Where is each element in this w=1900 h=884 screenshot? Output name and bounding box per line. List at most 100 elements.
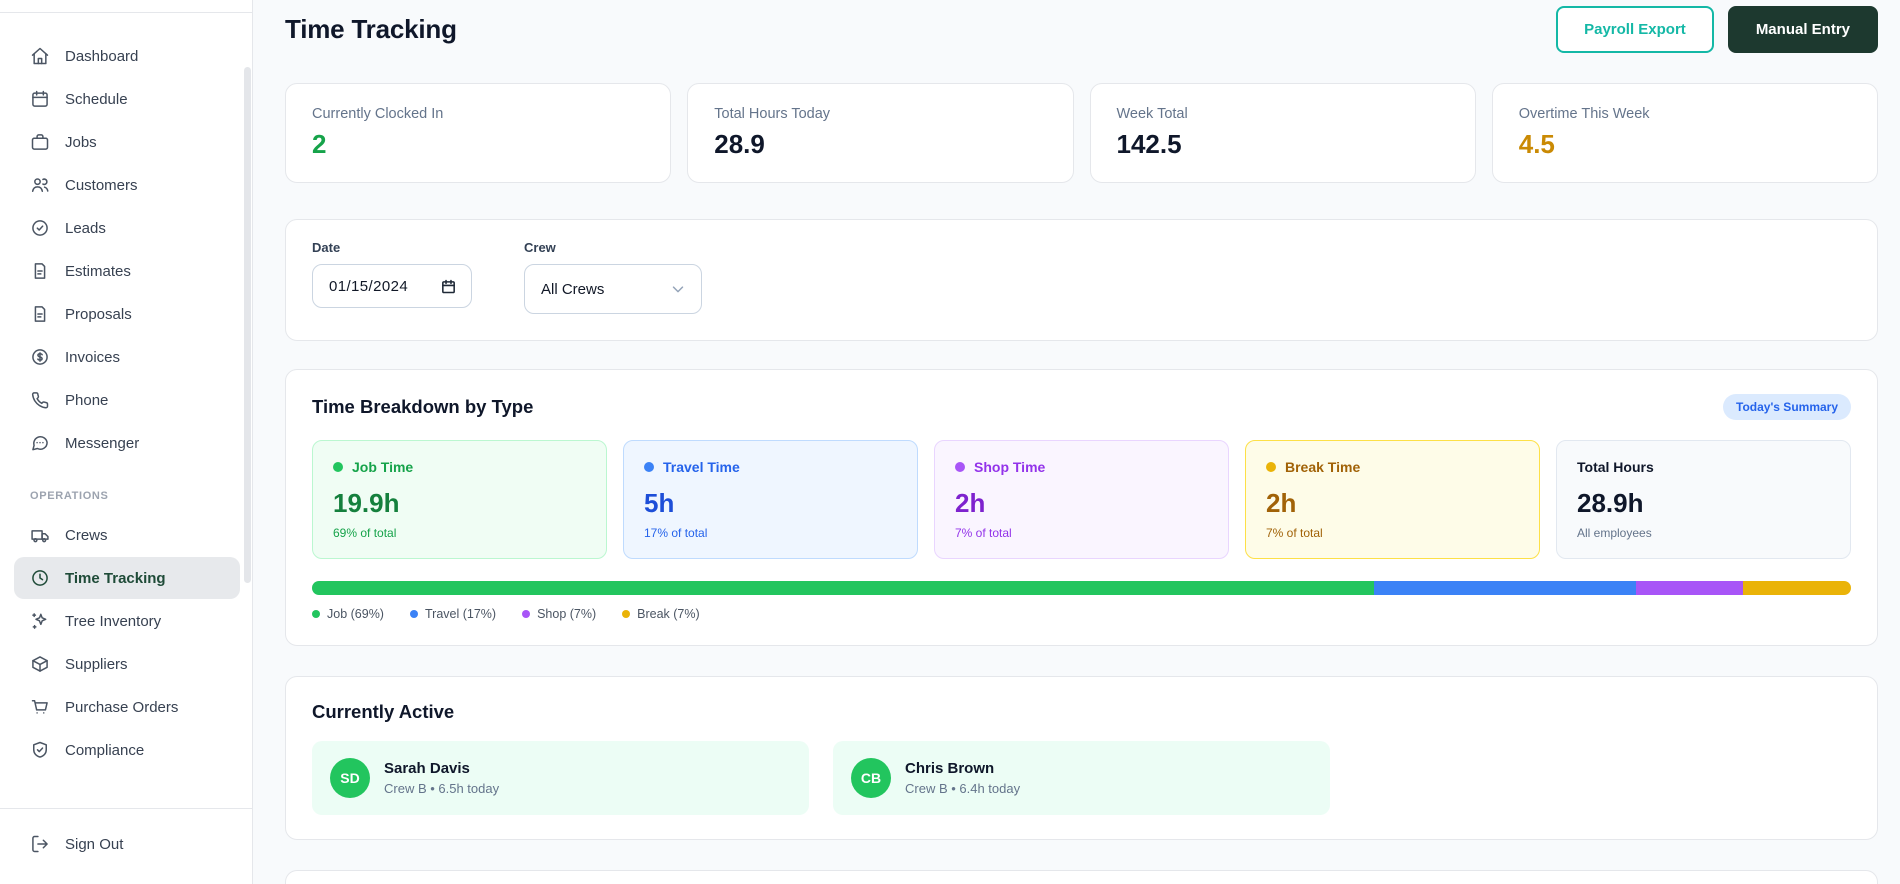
currently-active-panel: Currently Active SD Sarah Davis Crew B •… bbox=[285, 676, 1878, 840]
bar-segment-travel bbox=[1373, 581, 1636, 595]
sidebar-header-strip bbox=[0, 0, 252, 13]
calendar-icon bbox=[30, 89, 50, 109]
legend-item-shop: Shop (7%) bbox=[522, 607, 596, 621]
sidebar-item-label: Invoices bbox=[65, 348, 121, 366]
time-bar-legend: Job (69%) Travel (17%) Shop (7%) Break (… bbox=[312, 607, 1851, 621]
filters-card: Date 01/15/2024 Crew All Crews bbox=[285, 219, 1878, 341]
sidebar-item-label: Dashboard bbox=[65, 47, 139, 65]
shop-dot-icon bbox=[955, 462, 965, 472]
breakdown-header: Time Breakdown by Type Today's Summary bbox=[312, 394, 1851, 420]
main-content: Time Tracking Payroll Export Manual Entr… bbox=[253, 0, 1900, 884]
page-title: Time Tracking bbox=[285, 14, 457, 44]
time-distribution-bar bbox=[312, 581, 1851, 595]
sidebar-item-invoices[interactable]: Invoices bbox=[14, 336, 240, 378]
travel-dot-icon bbox=[409, 610, 418, 618]
sidebar-item-schedule[interactable]: Schedule bbox=[14, 78, 240, 120]
manual-entry-button[interactable]: Manual Entry bbox=[1727, 6, 1878, 53]
users-icon bbox=[30, 175, 50, 195]
bar-segment-job bbox=[312, 581, 1374, 595]
job-dot-icon bbox=[312, 610, 320, 618]
sidebar-item-jobs[interactable]: Jobs bbox=[14, 121, 240, 163]
shop-dot-icon bbox=[522, 610, 531, 618]
breakdown-value: 28.9h bbox=[1577, 488, 1644, 518]
breakdown-label: Job Time bbox=[352, 459, 414, 475]
sign-out-label: Sign Out bbox=[65, 835, 124, 853]
avatar: CB bbox=[851, 758, 891, 798]
sidebar-item-phone[interactable]: Phone bbox=[14, 379, 240, 421]
breakdown-card-break: Break Time 2h 7% of total bbox=[1245, 440, 1540, 559]
breakdown-value: 19.9h bbox=[333, 488, 400, 518]
sidebar-footer: Sign Out bbox=[0, 808, 252, 884]
briefcase-icon bbox=[30, 132, 50, 152]
sign-out-button[interactable]: Sign Out bbox=[14, 823, 240, 865]
breakdown-value: 5h bbox=[644, 488, 675, 518]
stat-card-week-total: Week Total 142.5 bbox=[1089, 83, 1476, 183]
stat-value: 142.5 bbox=[1116, 129, 1182, 159]
sidebar-item-label: Messenger bbox=[65, 434, 140, 452]
crew-select[interactable]: All Crews bbox=[524, 264, 702, 314]
date-field-group: Date 01/15/2024 bbox=[312, 240, 472, 314]
chat-bubble-icon bbox=[30, 433, 50, 453]
worker-name: Sarah Davis bbox=[384, 760, 470, 777]
sidebar-scrollbar[interactable] bbox=[244, 67, 251, 583]
breakdown-label: Travel Time bbox=[663, 459, 740, 475]
sidebar-item-time-tracking[interactable]: Time Tracking bbox=[14, 557, 240, 599]
sidebar-item-suppliers[interactable]: Suppliers bbox=[14, 643, 240, 685]
sidebar-item-label: Suppliers bbox=[65, 655, 128, 673]
breakdown-title: Time Breakdown by Type bbox=[312, 396, 534, 417]
breakdown-label: Total Hours bbox=[1577, 459, 1654, 475]
legend-item-job: Job (69%) bbox=[312, 607, 384, 621]
sidebar-item-proposals[interactable]: Proposals bbox=[14, 293, 240, 335]
sidebar-item-messenger[interactable]: Messenger bbox=[14, 422, 240, 464]
crew-select-value: All Crews bbox=[541, 280, 605, 298]
date-input[interactable]: 01/15/2024 bbox=[312, 264, 472, 308]
legend-item-break: Break (7%) bbox=[622, 607, 700, 621]
active-worker-card: CB Chris Brown Crew B • 6.4h today bbox=[833, 741, 1330, 815]
breakdown-grid: Job Time 19.9h 69% of total Travel Time … bbox=[312, 440, 1851, 559]
document-icon bbox=[30, 261, 50, 281]
sidebar-nav: Dashboard Schedule Jobs Customers Leads bbox=[0, 13, 252, 808]
package-icon bbox=[30, 654, 50, 674]
sidebar-item-label: Compliance bbox=[65, 741, 145, 759]
stat-card-total-hours: Total Hours Today 28.9 bbox=[687, 83, 1074, 183]
sidebar-item-customers[interactable]: Customers bbox=[14, 164, 240, 206]
header-actions: Payroll Export Manual Entry bbox=[1556, 6, 1878, 53]
todays-summary-badge: Today's Summary bbox=[1723, 394, 1851, 420]
home-icon bbox=[30, 46, 50, 66]
sidebar-item-label: Time Tracking bbox=[65, 569, 166, 587]
sidebar-item-tree-inventory[interactable]: Tree Inventory bbox=[14, 600, 240, 642]
time-entries-panel: Today's Time Entries Add Entry bbox=[285, 870, 1878, 884]
worker-detail: Crew B • 6.5h today bbox=[384, 781, 500, 796]
stat-label: Overtime This Week bbox=[1518, 106, 1650, 122]
stat-label: Week Total bbox=[1116, 106, 1188, 122]
sidebar-item-leads[interactable]: Leads bbox=[14, 207, 240, 249]
crew-field-group: Crew All Crews bbox=[524, 240, 702, 314]
breakdown-value: 2h bbox=[955, 488, 986, 518]
shopping-cart-icon bbox=[30, 697, 50, 717]
date-field-label: Date bbox=[312, 240, 341, 255]
breakdown-card-job: Job Time 19.9h 69% of total bbox=[312, 440, 607, 559]
sidebar: Dashboard Schedule Jobs Customers Leads bbox=[0, 0, 253, 884]
log-out-icon bbox=[30, 834, 50, 854]
sidebar-item-label: Leads bbox=[65, 219, 106, 237]
sidebar-item-label: Purchase Orders bbox=[65, 698, 179, 716]
sidebar-item-label: Proposals bbox=[65, 305, 132, 323]
payroll-export-button[interactable]: Payroll Export bbox=[1556, 6, 1714, 53]
sidebar-item-purchase-orders[interactable]: Purchase Orders bbox=[14, 686, 240, 728]
sidebar-item-crews[interactable]: Crews bbox=[14, 514, 240, 556]
bar-segment-shop bbox=[1635, 581, 1744, 595]
stat-card-overtime: Overtime This Week 4.5 bbox=[1491, 83, 1878, 183]
currently-active-title: Currently Active bbox=[312, 701, 455, 722]
breakdown-sub: 7% of total bbox=[955, 526, 1012, 540]
breakdown-value: 2h bbox=[1266, 488, 1297, 518]
stat-card-clocked-in: Currently Clocked In 2 bbox=[285, 83, 672, 183]
chevron-down-icon bbox=[672, 286, 684, 293]
stat-value: 28.9 bbox=[714, 129, 765, 159]
stats-row: Currently Clocked In 2 Total Hours Today… bbox=[285, 83, 1878, 183]
sidebar-item-dashboard[interactable]: Dashboard bbox=[14, 35, 240, 77]
sidebar-item-estimates[interactable]: Estimates bbox=[14, 250, 240, 292]
sidebar-item-compliance[interactable]: Compliance bbox=[14, 729, 240, 771]
breakdown-sub: 7% of total bbox=[1266, 526, 1323, 540]
breakdown-card-total: Total Hours 28.9h All employees bbox=[1556, 440, 1851, 559]
